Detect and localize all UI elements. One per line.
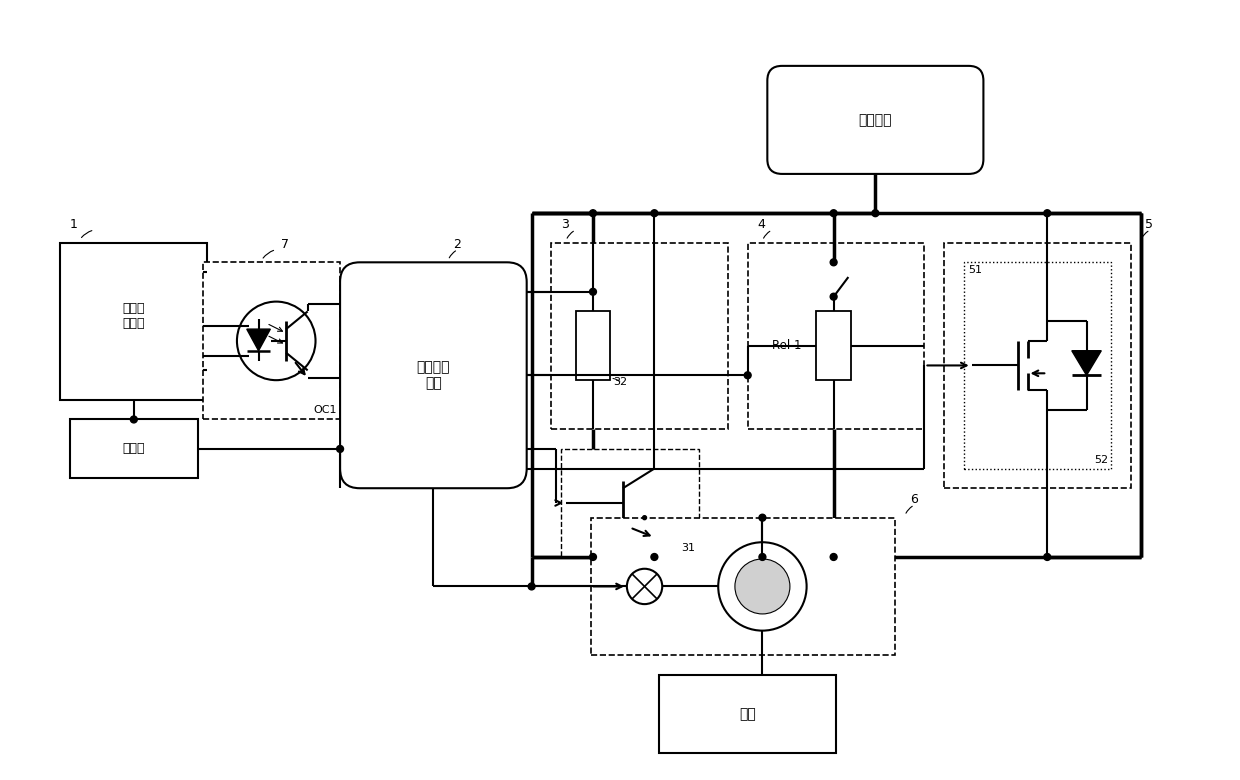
Bar — [963, 262, 1111, 469]
Circle shape — [1044, 554, 1050, 560]
FancyBboxPatch shape — [340, 262, 527, 488]
Circle shape — [336, 445, 343, 452]
Text: 31: 31 — [682, 543, 696, 553]
Bar — [816, 311, 851, 380]
Text: 6: 6 — [910, 493, 918, 506]
Text: 51: 51 — [968, 265, 982, 275]
Text: 5: 5 — [1146, 218, 1153, 231]
FancyBboxPatch shape — [768, 66, 983, 174]
Text: 蓄电池: 蓄电池 — [123, 442, 145, 456]
Text: 4: 4 — [758, 218, 765, 231]
Text: 电机: 电机 — [739, 707, 756, 722]
Polygon shape — [1071, 351, 1101, 375]
Bar — [61, 243, 207, 400]
Circle shape — [831, 259, 837, 266]
Bar — [575, 311, 610, 380]
Circle shape — [759, 514, 766, 521]
Bar — [748, 243, 925, 429]
Circle shape — [589, 554, 596, 560]
Text: 32: 32 — [613, 377, 627, 387]
Bar — [69, 420, 197, 478]
Bar — [552, 243, 728, 429]
Bar — [590, 518, 895, 655]
Text: 52: 52 — [1094, 455, 1109, 465]
Circle shape — [831, 210, 837, 217]
Circle shape — [642, 516, 646, 519]
Circle shape — [528, 583, 534, 590]
Bar — [202, 262, 340, 420]
Text: OC1: OC1 — [314, 405, 337, 414]
Circle shape — [130, 416, 138, 423]
Text: 1: 1 — [69, 218, 78, 231]
Text: Rel 1: Rel 1 — [773, 339, 802, 353]
Circle shape — [1044, 210, 1050, 217]
Text: 7: 7 — [281, 238, 289, 250]
Bar — [560, 449, 698, 557]
Circle shape — [831, 293, 837, 300]
Circle shape — [759, 554, 766, 560]
Circle shape — [744, 372, 751, 379]
Circle shape — [735, 559, 790, 614]
Circle shape — [589, 210, 596, 217]
Text: 动力电池: 动力电池 — [858, 113, 892, 127]
Text: 电子控
制单元: 电子控 制单元 — [123, 303, 145, 331]
Polygon shape — [247, 329, 270, 351]
Bar — [944, 243, 1131, 488]
Circle shape — [651, 210, 657, 217]
Circle shape — [831, 554, 837, 560]
Text: 2: 2 — [453, 238, 461, 250]
Circle shape — [589, 289, 596, 295]
Bar — [660, 675, 836, 753]
Text: 3: 3 — [560, 218, 569, 231]
Text: 时序控制
电路: 时序控制 电路 — [417, 360, 450, 390]
Circle shape — [872, 210, 879, 217]
Circle shape — [651, 554, 657, 560]
